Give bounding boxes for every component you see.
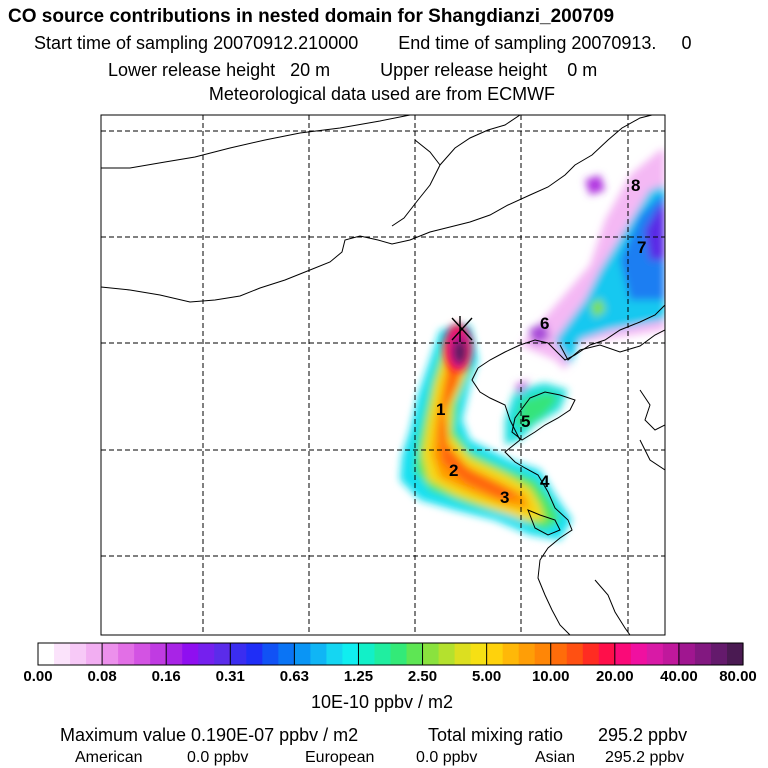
colorbar-cell [502,643,520,665]
colorbar-cell [582,643,600,665]
asian-label: Asian [535,749,576,766]
met-data-line: Meteorological data used are from ECMWF [0,84,768,105]
lower-release-label: Lower release height 20 m [108,60,331,80]
colorbar-cell [134,643,151,665]
region-label-3: 3 [500,488,509,507]
colorbar-cell [150,643,167,665]
american-label: American [75,749,143,766]
colorbar-cell [486,643,504,665]
region-label-2: 2 [449,461,458,480]
colorbar-cell [342,643,360,665]
release-heights: Lower release height 20 m Upper release … [108,60,768,81]
region-label-6: 6 [540,314,549,333]
colorbar-cell [374,643,392,665]
colorbar-cell [102,643,119,665]
region-label-5: 5 [521,412,530,431]
end-time-label: End time of sampling 20070913. 0 [398,33,692,53]
colorbar-cell [566,643,584,665]
colorbar-cell [54,643,71,665]
unit-label: 10E-10 ppbv / m2 [310,692,454,712]
colorbar-cell [294,643,311,665]
colorbar-tick-label: 0.63 [279,668,309,685]
colorbar-cell [694,643,712,665]
start-time-label: Start time of sampling 20070912.210000 [34,33,359,53]
plume-field [400,150,665,540]
colorbar-frame [37,642,744,666]
colorbar-cell [118,643,135,665]
upper-release-label: Upper release height 0 m [380,60,598,80]
colorbar-tick-label: 10.00 [531,668,570,685]
asian-value: 295.2 ppbv [605,749,685,766]
colorbar-cell [662,643,680,665]
map-gridlines [101,115,665,635]
colorbar-tick-label: 2.50 [407,668,438,685]
colorbar-cell [86,643,103,665]
european-label: European [305,749,375,766]
total-mixing-label: Total mixing ratio [428,725,564,745]
map-frame [100,114,666,636]
colorbar-unit: 10E-10 ppbv / m2 [0,692,768,713]
colorbar-cell [406,643,424,665]
coastlines [101,115,665,635]
colorbar-cell [246,643,263,665]
chart-title: CO source contributions in nested domain… [8,6,615,27]
european-value: 0.0 ppbv [416,749,478,766]
colorbar-ticks [37,643,744,665]
colorbar-cell [166,643,183,665]
colorbar-cell [358,643,376,665]
receptor-site-marker [451,316,473,342]
colorbar-cell [310,643,328,665]
colorbar-tick-label: 40.00 [660,668,698,685]
map-plot: 1 2 3 4 5 6 7 8 [100,114,666,636]
colorbar-cell [390,643,408,665]
colorbar-cell [678,643,696,665]
colorbar-tick-label: 0.00 [23,668,53,685]
colorbar-tick-label: 0.08 [87,668,117,685]
colorbar-cell [262,643,279,665]
region-label-8: 8 [631,176,640,195]
colorbar-cell [278,643,295,665]
colorbar-cell [230,643,247,665]
colorbar-tick-label: 0.16 [151,668,181,685]
colorbar-cell [646,643,664,665]
colorbar-cell [198,643,215,665]
colorbar-cell [614,643,632,665]
american-value: 0.0 ppbv [187,749,249,766]
colorbar-cell [438,643,456,665]
colorbar-cell [518,643,536,665]
colorbar-cell [38,643,55,665]
colorbar-cell [70,643,87,665]
colorbar-cell [550,643,568,665]
colorbar-cell [726,643,744,665]
met-data-label: Meteorological data used are from ECMWF [208,84,556,104]
region-label-7: 7 [637,238,646,257]
colorbar-cell [182,643,199,665]
colorbar-cell [470,643,488,665]
colorbar-cell [710,643,728,665]
colorbar-cell [214,643,231,665]
colorbar-cell [454,643,472,665]
colorbar-cell [422,643,440,665]
colorbar-tick-label: 1.25 [343,668,374,685]
region-label-4: 4 [540,472,550,491]
max-value-label: Maximum value 0.190E-07 ppbv / m2 [60,725,359,745]
colorbar-cell [534,643,552,665]
colorbar-tick-label: 5.00 [472,668,502,685]
colorbar-cell [598,643,616,665]
colorbar-cell [630,643,648,665]
total-mixing-value: 295.2 ppbv [598,725,688,745]
colorbar-tick-label: 0.31 [215,668,245,685]
colorbar-tick-label: 80.00 [719,668,757,685]
sampling-times: Start time of sampling 20070912.210000 E… [34,33,768,54]
colorbar-tick-label: 20.00 [596,668,634,685]
colorbar-cell [326,643,344,665]
colorbar-cells [38,643,744,665]
region-label-1: 1 [436,400,445,419]
